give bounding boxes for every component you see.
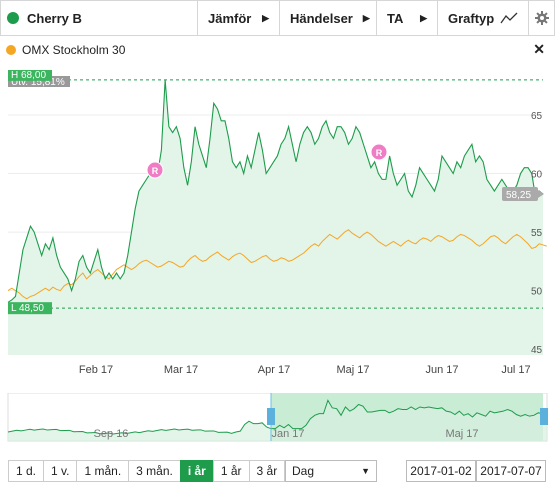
caret-right-icon: ▶: [420, 12, 427, 23]
navigator[interactable]: Sep 16 Jan 17 Maj 17: [0, 393, 555, 449]
event-marker-label: R: [152, 166, 159, 176]
low-label: L 48,50: [11, 303, 44, 314]
y-tick-label: 45: [531, 345, 543, 356]
range-button[interactable]: 3 år: [248, 460, 286, 482]
caret-right-icon: ▶: [262, 12, 269, 23]
last-price-badge: [502, 187, 538, 202]
caret-right-icon: ▶: [362, 12, 370, 23]
ta-label: TA: [387, 10, 404, 26]
last-price-label: 58,25: [506, 190, 531, 201]
range-selector: 1 d. 1 v. 1 mån. 3 mån. i år 1 år 3 år: [8, 460, 286, 482]
graph-type-label: Graftyp: [448, 10, 495, 26]
change-badge: [8, 76, 70, 87]
compare-legend-row: OMX Stockholm 30 ✕: [0, 38, 555, 62]
line-chart-icon: [500, 12, 518, 24]
compare-name: OMX Stockholm 30: [22, 43, 126, 57]
y-tick-label: 60: [531, 170, 543, 181]
gear-icon: [534, 11, 549, 25]
compare-menu[interactable]: Jämför ▶: [197, 1, 279, 35]
event-marker[interactable]: R: [370, 143, 388, 161]
navigator-line: [7, 399, 548, 435]
event-marker-label: R: [376, 148, 383, 158]
low-badge: [8, 302, 52, 315]
ta-menu[interactable]: TA ▶: [376, 1, 437, 35]
navigator-area: [8, 400, 547, 441]
price-area: [8, 79, 543, 356]
range-button[interactable]: 1 v.: [43, 460, 78, 482]
price-line: [7, 79, 544, 303]
range-button[interactable]: i år: [179, 460, 214, 482]
last-price-pointer: [538, 190, 544, 199]
instrument-selector[interactable]: Cherry B: [1, 1, 197, 35]
compare-label: Jämför: [208, 10, 252, 26]
graph-type-menu[interactable]: Graftyp: [437, 1, 528, 35]
dropdown-arrow-icon: ▼: [361, 466, 370, 476]
x-tick-label: Maj 17: [336, 364, 369, 376]
x-tick-label: Jun 17: [425, 364, 458, 376]
change-label: Utv. 15,81%: [11, 77, 65, 88]
navigator-tick-label: Maj 17: [445, 428, 478, 440]
interval-value: Dag: [292, 464, 315, 478]
navigator-tick-label: Sep 16: [94, 428, 129, 440]
events-label: Händelser: [290, 10, 353, 26]
high-label: H 68,00: [11, 70, 46, 81]
chart-toolbar: Cherry B Jämför ▶ Händelser ▶ TA ▶ Graft…: [0, 0, 555, 36]
date-to-input[interactable]: 2017-07-07: [476, 460, 546, 482]
high-badge: [8, 70, 52, 81]
range-button[interactable]: 1 mån.: [76, 460, 130, 482]
x-tick-label: Jul 17: [501, 364, 530, 376]
y-tick-label: 65: [531, 111, 543, 122]
x-tick-label: Mar 17: [164, 364, 198, 376]
x-tick-label: Apr 17: [258, 364, 290, 376]
compare-color-dot: [6, 45, 16, 55]
settings-button[interactable]: [528, 1, 554, 35]
close-icon[interactable]: ✕: [533, 41, 545, 57]
index-line: [7, 229, 547, 300]
interval-select[interactable]: Dag ▼: [285, 460, 377, 482]
date-from-input[interactable]: 2017-01-02: [406, 460, 476, 482]
range-button[interactable]: 1 d.: [8, 460, 45, 482]
range-button[interactable]: 3 mån.: [128, 460, 181, 482]
range-button[interactable]: 1 år: [212, 460, 250, 482]
event-marker[interactable]: R: [146, 161, 164, 179]
navigator-tick-label: Jan 17: [271, 428, 304, 440]
navigator-left-handle[interactable]: [267, 408, 275, 425]
navigator-right-handle[interactable]: [540, 408, 548, 425]
y-tick-label: 50: [531, 287, 543, 298]
instrument-color-dot: [7, 12, 19, 24]
events-menu[interactable]: Händelser ▶: [279, 1, 376, 35]
x-tick-label: Feb 17: [79, 364, 113, 376]
instrument-name: Cherry B: [27, 10, 82, 26]
y-tick-label: 55: [531, 228, 543, 239]
price-chart[interactable]: 65 60 55 50 45 Feb 17 Mar 17 Apr 17 Maj 17 Jun 1…: [0, 70, 555, 386]
